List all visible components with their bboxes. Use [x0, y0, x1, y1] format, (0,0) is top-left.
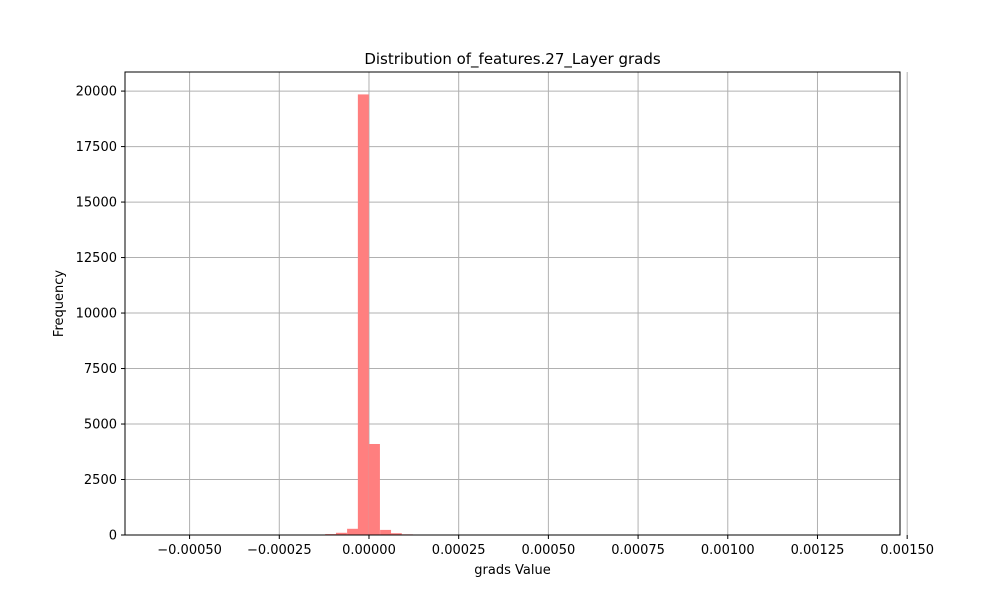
- x-axis: −0.00050 −0.00025 0.00000 0.00025 0.00050 0.0…: [157, 535, 934, 558]
- y-tick-label: 17500: [76, 140, 117, 155]
- x-tick-label: 0.00050: [521, 543, 575, 558]
- y-tick-label: 15000: [76, 196, 117, 211]
- y-tick-label: 7500: [84, 362, 117, 377]
- histogram-bar: [335, 532, 347, 535]
- x-tick-label: 0.00025: [432, 543, 486, 558]
- x-axis-label: grads Value: [474, 563, 550, 578]
- x-tick-label: 0.00150: [880, 543, 934, 558]
- x-tick-label: 0.00075: [611, 543, 665, 558]
- x-tick-label: −0.00050: [157, 543, 222, 558]
- x-tick-label: 0.00125: [791, 543, 845, 558]
- y-axis: 0 2500 5000 7500 10000 12500 15000 17500 20000: [76, 85, 125, 544]
- x-tick-label: 0.00000: [342, 543, 396, 558]
- grid-layer: [125, 72, 908, 536]
- histogram-bar: [357, 94, 369, 536]
- y-tick-label: 10000: [76, 307, 117, 322]
- y-tick-label: 12500: [76, 251, 117, 266]
- y-tick-label: 5000: [84, 418, 117, 433]
- y-tick-label: 20000: [76, 85, 117, 100]
- histogram-bar: [368, 443, 380, 535]
- x-tick-label: 0.00100: [701, 543, 755, 558]
- histogram-bar: [380, 529, 392, 535]
- x-tick-label: −0.00025: [247, 543, 312, 558]
- plot-frame: [124, 71, 901, 536]
- histogram-bar: [390, 533, 402, 535]
- y-tick-label: 0: [109, 529, 117, 544]
- y-tick-label: 2500: [84, 473, 117, 488]
- chart-title: Distribution of_features.27_Layer grads: [364, 50, 661, 69]
- histogram-bar: [347, 528, 359, 535]
- y-axis-label: Frequency: [52, 270, 67, 337]
